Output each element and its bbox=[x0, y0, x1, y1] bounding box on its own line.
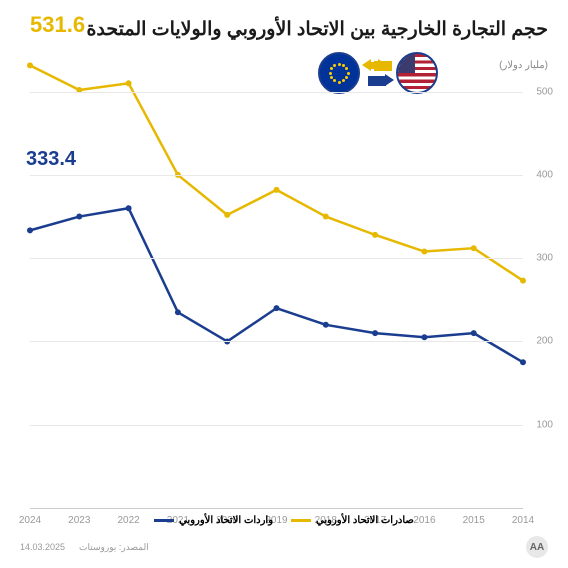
line-chart-svg bbox=[30, 50, 523, 508]
agency-logo-icon: AA bbox=[526, 536, 548, 558]
date-label: 14.03.2025 bbox=[20, 542, 65, 553]
series-end-label-exports: 531.6 bbox=[30, 12, 85, 38]
source-label: المصدر: يوروستات bbox=[79, 542, 149, 553]
legend-label-exports: صادرات الاتحاد الأوروبي bbox=[316, 515, 414, 526]
legend: صادرات الاتحاد الأوروبي واردات الاتحاد ا… bbox=[0, 515, 568, 526]
footer: AA المصدر: يوروستات 14.03.2025 bbox=[20, 536, 548, 558]
legend-swatch-imports bbox=[154, 519, 174, 522]
legend-label-imports: واردات الاتحاد الأوروبي bbox=[179, 515, 273, 526]
chart-container: حجم التجارة الخارجية بين الاتحاد الأوروب… bbox=[0, 0, 568, 568]
legend-item-exports: صادرات الاتحاد الأوروبي bbox=[291, 515, 414, 526]
chart-title: حجم التجارة الخارجية بين الاتحاد الأوروب… bbox=[86, 18, 548, 41]
plot-area: 1002003004005002014201520162017201820192… bbox=[30, 50, 523, 508]
legend-swatch-exports bbox=[291, 519, 311, 522]
legend-item-imports: واردات الاتحاد الأوروبي bbox=[154, 515, 273, 526]
